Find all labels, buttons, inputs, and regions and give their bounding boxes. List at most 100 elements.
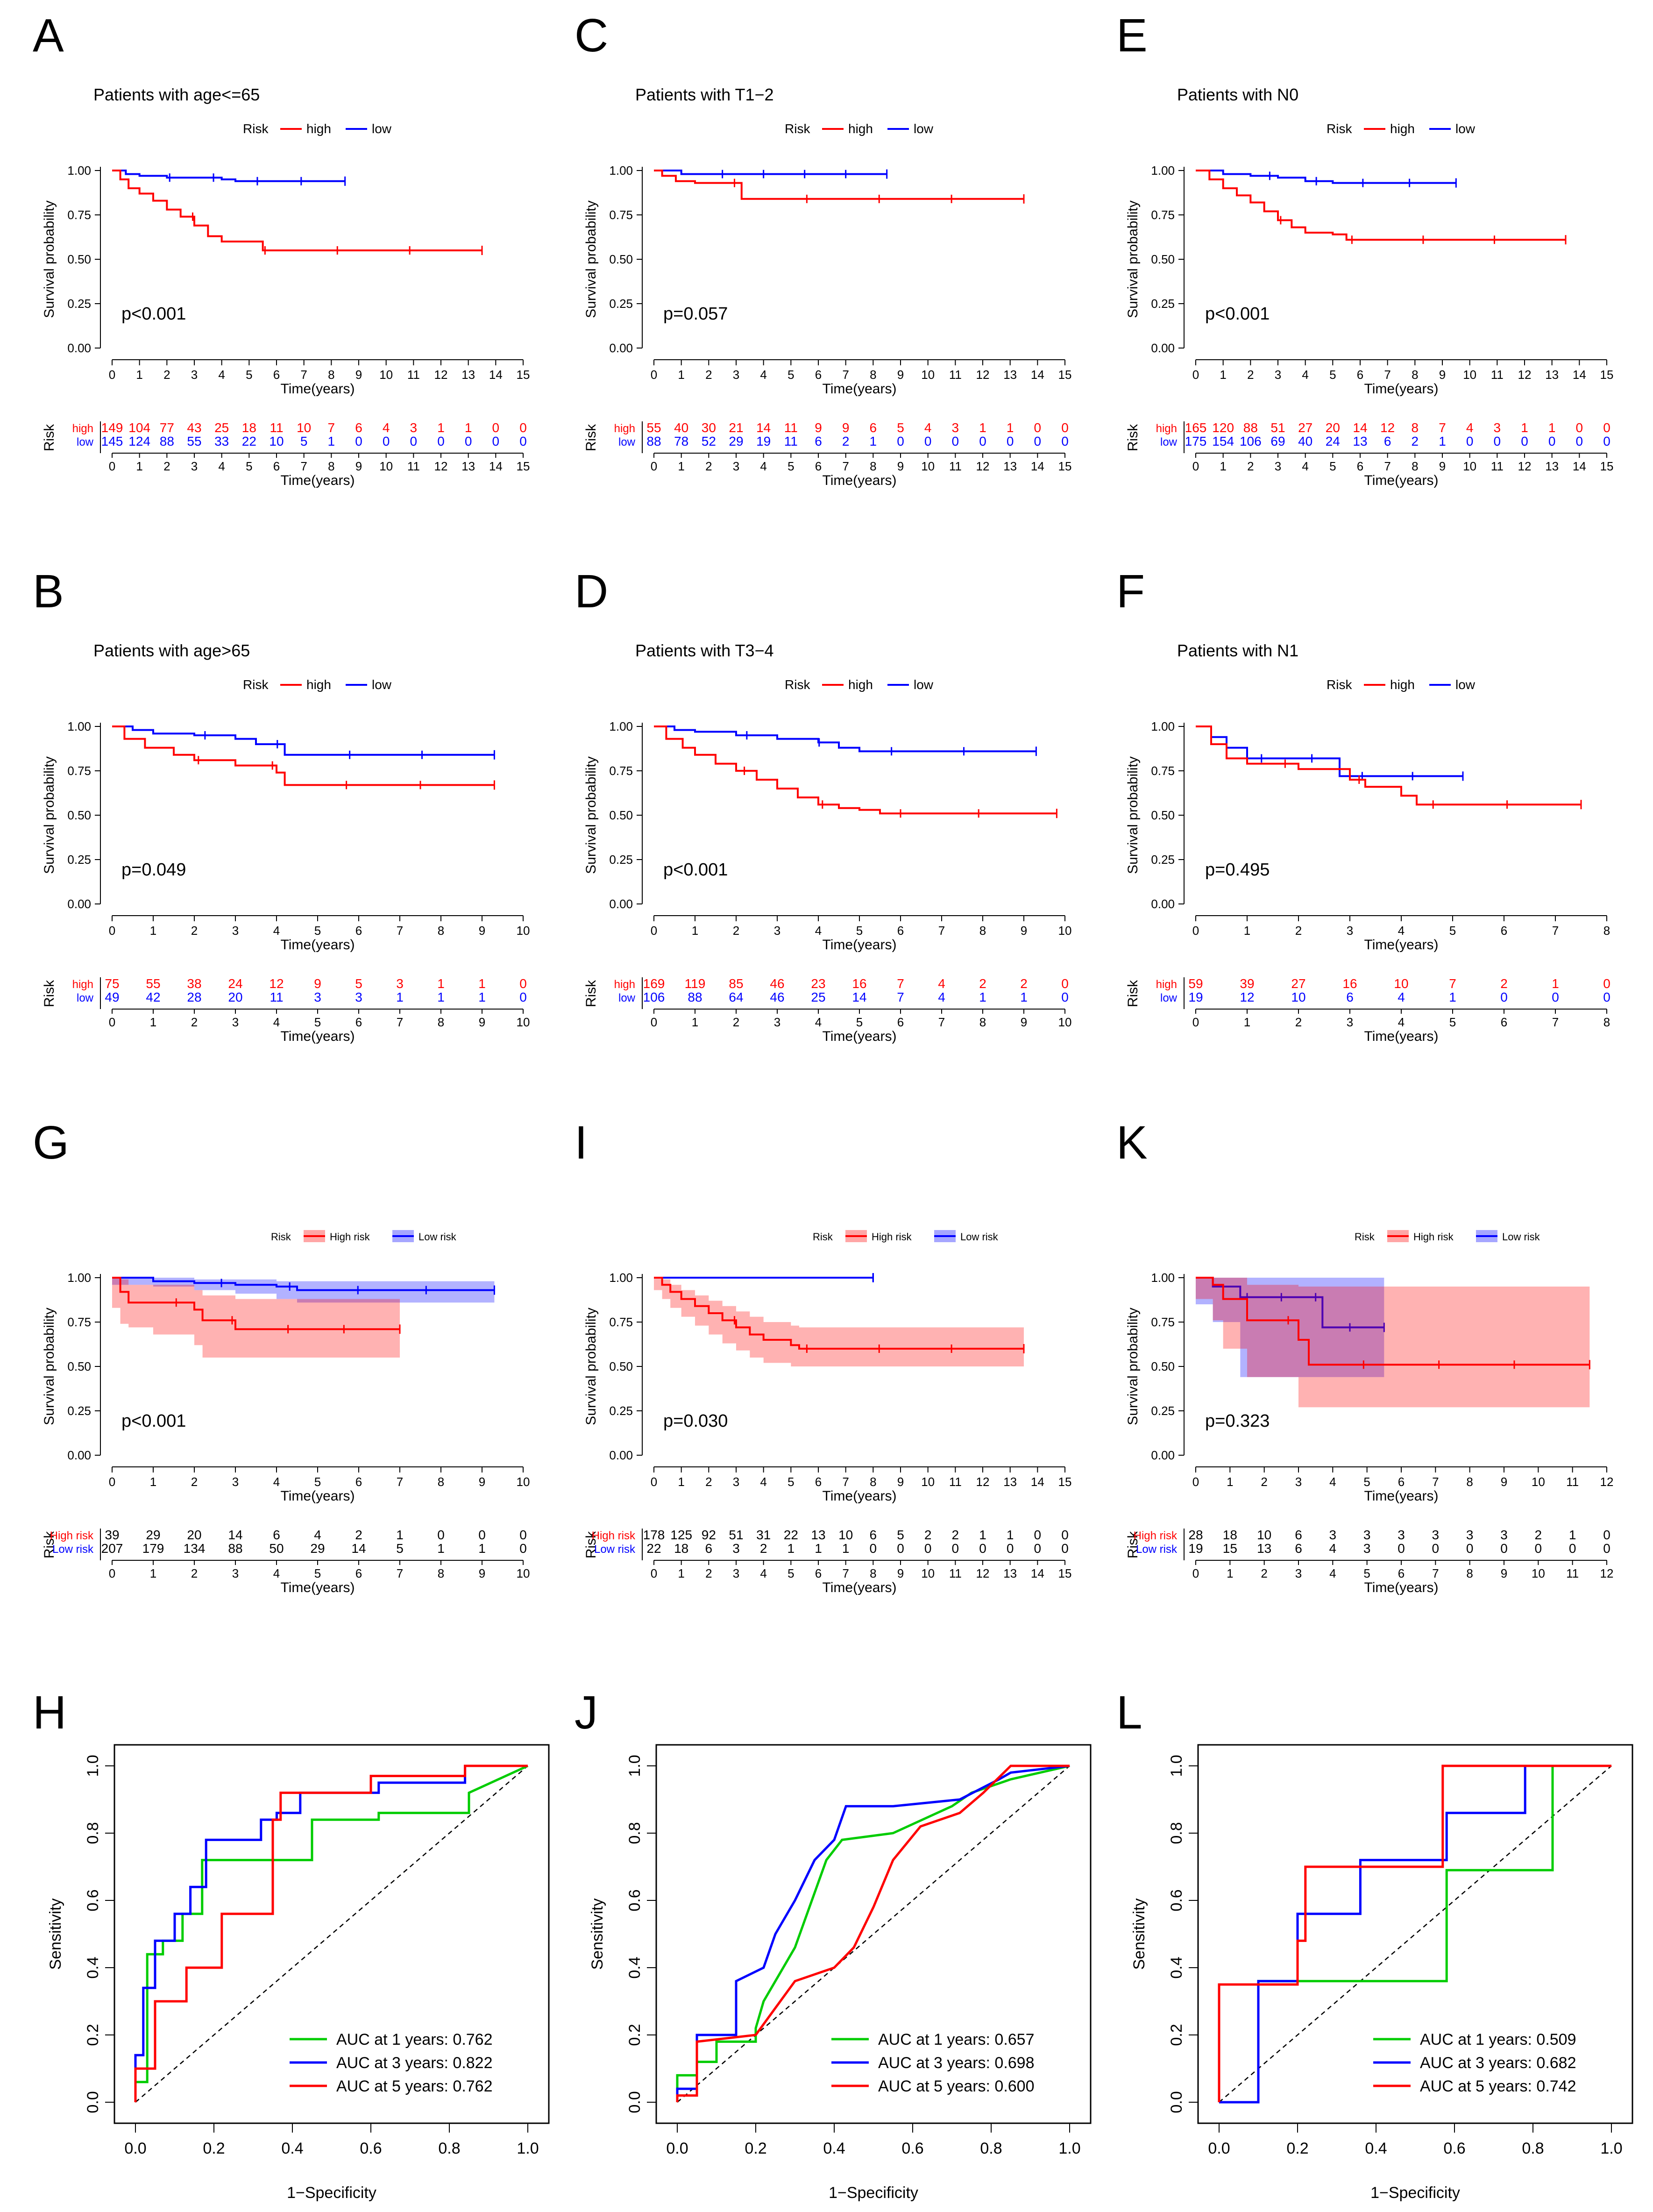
- x-tick-label: 9: [479, 924, 485, 938]
- table-x-tick-label: 8: [1412, 459, 1418, 473]
- x-tick-label: 0.0: [124, 2140, 146, 2157]
- y-tick-label: 0.75: [609, 208, 633, 222]
- x-tick-label: 4: [1329, 1475, 1336, 1489]
- table-count-high: 6: [870, 1528, 877, 1542]
- x-tick-label: 7: [1432, 1475, 1439, 1489]
- legend-label: High risk: [872, 1231, 912, 1243]
- x-tick-label: 2: [1295, 924, 1302, 938]
- x-tick-label: 0.6: [901, 2140, 923, 2157]
- table-count-low: 1: [870, 434, 877, 448]
- km-curve-low: [654, 725, 1036, 753]
- x-tick-label: 2: [705, 1475, 712, 1489]
- table-count-high: 5: [355, 976, 362, 991]
- legend-label: AUC at 1 years: 0.509: [1420, 2031, 1576, 2048]
- p-value: p<0.001: [1205, 304, 1270, 324]
- y-axis-label: Sensitivity: [589, 1898, 606, 1970]
- x-tick-label: 14: [1031, 1475, 1044, 1489]
- table-x-tick-label: 9: [1439, 459, 1446, 473]
- km-curve-high: [1196, 1277, 1590, 1366]
- x-tick-label: 3: [1347, 924, 1353, 938]
- table-x-tick-label: 6: [355, 1566, 362, 1580]
- table-count-high: 38: [187, 976, 201, 991]
- legend-label: AUC at 3 years: 0.682: [1420, 2054, 1576, 2072]
- table-count-low: 50: [269, 1541, 284, 1556]
- table-count-high: 3: [1398, 1528, 1405, 1542]
- table-count-low: 0: [1500, 1541, 1508, 1556]
- roc-curve: [1219, 1764, 1611, 2104]
- y-tick-label: 0.6: [84, 1889, 102, 1911]
- x-axis-label: Time(years): [823, 381, 897, 397]
- roc-curve: [134, 1764, 528, 2102]
- y-tick-label: 0.25: [1151, 1404, 1175, 1418]
- table-x-axis-label: Time(years): [281, 1029, 355, 1044]
- table-x-tick-label: 2: [1295, 1015, 1302, 1029]
- table-count-low: 13: [1257, 1541, 1271, 1556]
- panel-title: Patients with N0: [1177, 85, 1298, 104]
- table-count-low: 175: [1185, 434, 1207, 448]
- table-x-tick-label: 7: [1432, 1566, 1439, 1580]
- x-tick-label: 6: [355, 1475, 362, 1489]
- table-x-tick-label: 15: [517, 459, 530, 473]
- legend-label: high: [848, 121, 873, 136]
- table-x-tick-label: 2: [191, 1015, 198, 1029]
- table-x-axis-label: Time(years): [281, 473, 355, 488]
- y-tick-label: 0.25: [609, 853, 633, 867]
- table-count-low: 22: [242, 434, 256, 448]
- table-count-high: 20: [187, 1528, 201, 1542]
- table-count-low: 0: [1603, 1541, 1610, 1556]
- table-count-low: 179: [142, 1541, 164, 1556]
- x-axis-label: Time(years): [1364, 381, 1439, 397]
- table-count-low: 4: [938, 990, 945, 1004]
- y-tick-label: 1.00: [609, 164, 633, 178]
- y-tick-label: 1.00: [67, 164, 91, 178]
- table-x-tick-label: 6: [815, 459, 822, 473]
- table-count-high: 9: [815, 420, 822, 435]
- y-tick-label: 0.2: [84, 2024, 102, 2046]
- table-count-low: 19: [1188, 990, 1203, 1004]
- table-x-tick-label: 7: [397, 1015, 403, 1029]
- x-tick-label: 1.0: [1600, 2140, 1622, 2157]
- table-count-high: 3: [1329, 1528, 1337, 1542]
- table-x-tick-label: 6: [1357, 459, 1363, 473]
- table-x-tick-label: 5: [314, 1566, 321, 1580]
- table-count-low: 0: [952, 434, 959, 448]
- table-count-high: 12: [269, 976, 284, 991]
- x-tick-label: 9: [897, 368, 904, 382]
- table-count-high: 25: [214, 420, 229, 435]
- x-tick-label: 1: [678, 1475, 684, 1489]
- legend-box: [827, 2023, 1074, 2107]
- table-count-low: 13: [1353, 434, 1367, 448]
- x-tick-label: 5: [246, 368, 252, 382]
- table-count-low: 1: [478, 990, 486, 1004]
- table-x-tick-label: 5: [1449, 1015, 1456, 1029]
- table-x-tick-label: 13: [1003, 1566, 1017, 1580]
- y-tick-label: 0.0: [626, 2091, 644, 2113]
- km-curve-high: [112, 1277, 400, 1330]
- table-count-low: 4: [1398, 990, 1405, 1004]
- y-tick-label: 0.00: [609, 341, 633, 355]
- x-tick-label: 4: [218, 368, 225, 382]
- legend-label: low: [1455, 121, 1476, 136]
- legend-title: Risk: [813, 1231, 833, 1243]
- x-tick-label: 9: [479, 1475, 485, 1489]
- table-count-high: 10: [1394, 976, 1408, 991]
- table-x-tick-label: 5: [856, 1015, 863, 1029]
- table-count-high: 55: [646, 420, 661, 435]
- table-count-high: 2: [979, 976, 986, 991]
- km-curve-high: [1196, 170, 1566, 241]
- table-label-high: high: [72, 422, 93, 435]
- km-curve-high: [112, 170, 482, 251]
- p-value: p<0.001: [663, 860, 728, 880]
- x-tick-label: 7: [397, 924, 403, 938]
- table-count-low: 1: [396, 990, 404, 1004]
- table-x-tick-label: 15: [1058, 459, 1072, 473]
- table-count-low: 0: [924, 434, 932, 448]
- table-label-low: Low risk: [52, 1543, 94, 1556]
- x-tick-label: 3: [733, 1475, 739, 1489]
- legend-label: low: [914, 677, 934, 692]
- km-curve-high: [112, 725, 495, 786]
- x-tick-label: 1: [1244, 924, 1250, 938]
- x-tick-label: 10: [379, 368, 393, 382]
